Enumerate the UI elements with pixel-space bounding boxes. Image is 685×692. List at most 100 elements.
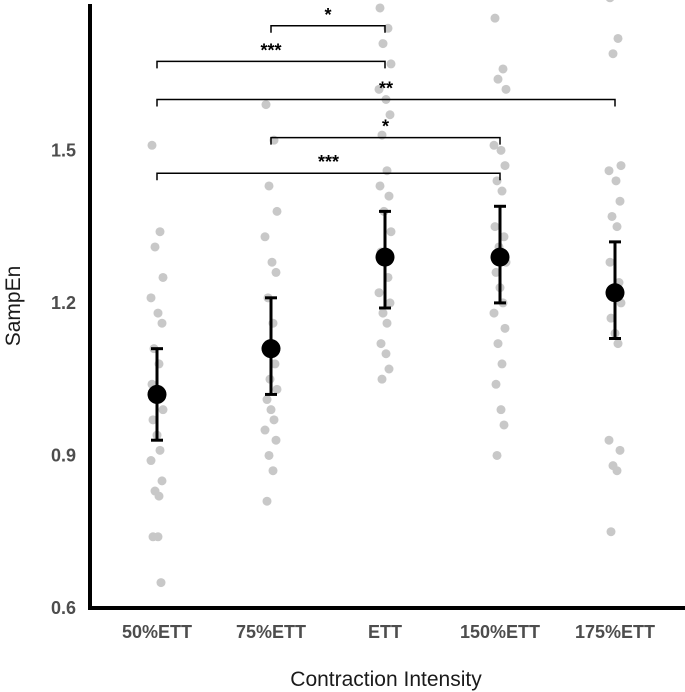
significance-bracket <box>156 98 616 107</box>
significance-label: * <box>324 5 331 25</box>
raw-point <box>155 227 165 237</box>
raw-point <box>262 496 272 506</box>
significance-label: *** <box>318 152 339 172</box>
axes-layer <box>88 4 685 610</box>
raw-point <box>613 339 623 349</box>
raw-point <box>158 272 168 282</box>
significance-layer: ********** <box>156 5 616 181</box>
raw-point <box>615 196 625 206</box>
x-tick-label: 75%ETT <box>236 622 306 642</box>
raw-point <box>146 293 156 303</box>
mean-point <box>261 339 281 359</box>
raw-point <box>374 288 384 298</box>
significance-label: *** <box>260 40 281 60</box>
mean-point <box>147 384 167 404</box>
raw-point <box>489 140 499 150</box>
raw-point <box>611 176 621 186</box>
y-tick-label: 1.2 <box>51 293 76 313</box>
raw-point <box>272 206 282 216</box>
raw-point <box>271 435 281 445</box>
raw-point <box>156 578 166 588</box>
raw-point <box>262 395 272 405</box>
raw-point <box>154 491 164 501</box>
raw-point <box>492 450 502 460</box>
raw-point <box>155 445 165 455</box>
mean-point <box>490 247 510 267</box>
raw-point <box>158 405 168 415</box>
raw-point <box>381 349 391 359</box>
raw-point <box>608 49 618 59</box>
raw-point <box>501 84 511 94</box>
significance-bracket <box>156 60 386 69</box>
significance-bracket <box>270 25 386 33</box>
raw-point <box>604 166 614 176</box>
raw-point <box>489 308 499 318</box>
raw-point <box>378 39 388 49</box>
raw-point <box>496 145 506 155</box>
y-tick-label: 0.9 <box>51 445 76 465</box>
raw-point <box>260 425 270 435</box>
raw-point <box>606 527 616 537</box>
raw-point <box>606 313 616 323</box>
raw-point <box>261 100 271 110</box>
raw-point <box>272 384 282 394</box>
raw-point <box>267 257 277 267</box>
raw-point <box>613 33 623 43</box>
raw-point <box>497 359 507 369</box>
raw-point <box>604 435 614 445</box>
raw-point <box>499 232 509 242</box>
raw-point <box>378 308 388 318</box>
raw-point <box>491 267 501 277</box>
significance-bracket <box>270 136 501 145</box>
raw-point <box>375 181 385 191</box>
mean-point <box>375 247 395 267</box>
significance-label: ** <box>379 79 393 99</box>
summary-layer <box>147 204 625 442</box>
raw-point <box>260 232 270 242</box>
raw-point <box>264 181 274 191</box>
x-tick-label: 150%ETT <box>460 622 540 642</box>
raw-point <box>490 222 500 232</box>
raw-point <box>499 420 509 430</box>
significance-bracket <box>156 172 501 181</box>
raw-point <box>384 364 394 374</box>
x-tick-label: 50%ETT <box>122 622 192 642</box>
raw-point <box>497 186 507 196</box>
x-tick-label: 175%ETT <box>575 622 655 642</box>
tick-labels-layer: 0.6 0.9 1.2 1.5 50%ETT 75%ETT ETT 150%ETT 175%ET… <box>51 140 655 642</box>
raw-point <box>157 476 167 486</box>
raw-point <box>269 415 279 425</box>
raw-point <box>385 110 395 120</box>
y-axis-title: SampEn <box>2 266 25 347</box>
raw-point <box>490 13 500 23</box>
x-axis-title: Contraction Intensity <box>290 668 482 691</box>
raw-point <box>386 59 396 69</box>
raw-point <box>376 339 386 349</box>
raw-point <box>150 242 160 252</box>
raw-point <box>496 405 506 415</box>
raw-point <box>266 405 276 415</box>
raw-point <box>377 374 387 384</box>
mean-point <box>605 283 625 303</box>
raw-point <box>147 140 157 150</box>
raw-point <box>264 450 274 460</box>
raw-point <box>607 211 617 221</box>
raw-point <box>498 64 508 74</box>
raw-point <box>148 415 158 425</box>
raw-point <box>382 318 392 328</box>
raw-point <box>153 532 163 542</box>
raw-point <box>146 456 156 466</box>
raw-point <box>385 298 395 308</box>
raw-point <box>612 466 622 476</box>
raw-point <box>268 466 278 476</box>
significance-label: * <box>382 117 389 137</box>
raw-point <box>605 257 615 267</box>
y-tick-label: 0.6 <box>51 598 76 618</box>
raw-point <box>153 308 163 318</box>
raw-point <box>157 318 167 328</box>
x-tick-label: ETT <box>368 622 402 642</box>
y-tick-label: 1.5 <box>51 140 76 160</box>
raw-point <box>386 227 396 237</box>
raw-point <box>271 267 281 277</box>
